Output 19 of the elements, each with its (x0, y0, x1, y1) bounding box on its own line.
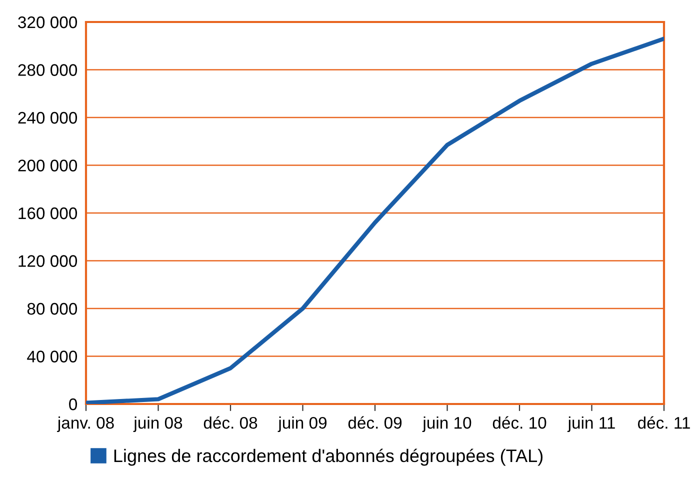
y-tick-label: 40 000 (27, 350, 78, 362)
y-tick-label: 280 000 (18, 64, 78, 76)
y-tick-label: 160 000 (18, 207, 78, 220)
x-tick-label: juin 08 (133, 416, 182, 432)
y-tick-label: 120 000 (18, 255, 78, 267)
x-tick-label: déc. 09 (348, 416, 402, 429)
y-tick-label: 80 000 (27, 302, 78, 315)
x-tick-label: déc. 10 (492, 416, 546, 429)
x-tick-label: déc. 11 (638, 416, 690, 429)
y-tick-label: 240 000 (18, 112, 78, 124)
y-tick-label: 0 (69, 398, 78, 410)
x-tick-label: juin 09 (278, 416, 327, 432)
y-tick-label: 320 000 (18, 16, 78, 28)
x-tick-label: juin 10 (422, 416, 472, 432)
legend-label: Lignes de raccordement d'abonnés dégroupées (TAL) (114, 448, 542, 466)
x-tick-label: janv. 08 (57, 416, 114, 432)
y-tick-label: 200 000 (18, 160, 78, 172)
x-tick-label: juin 11 (567, 416, 615, 432)
x-tick-label: déc. 08 (204, 416, 258, 429)
